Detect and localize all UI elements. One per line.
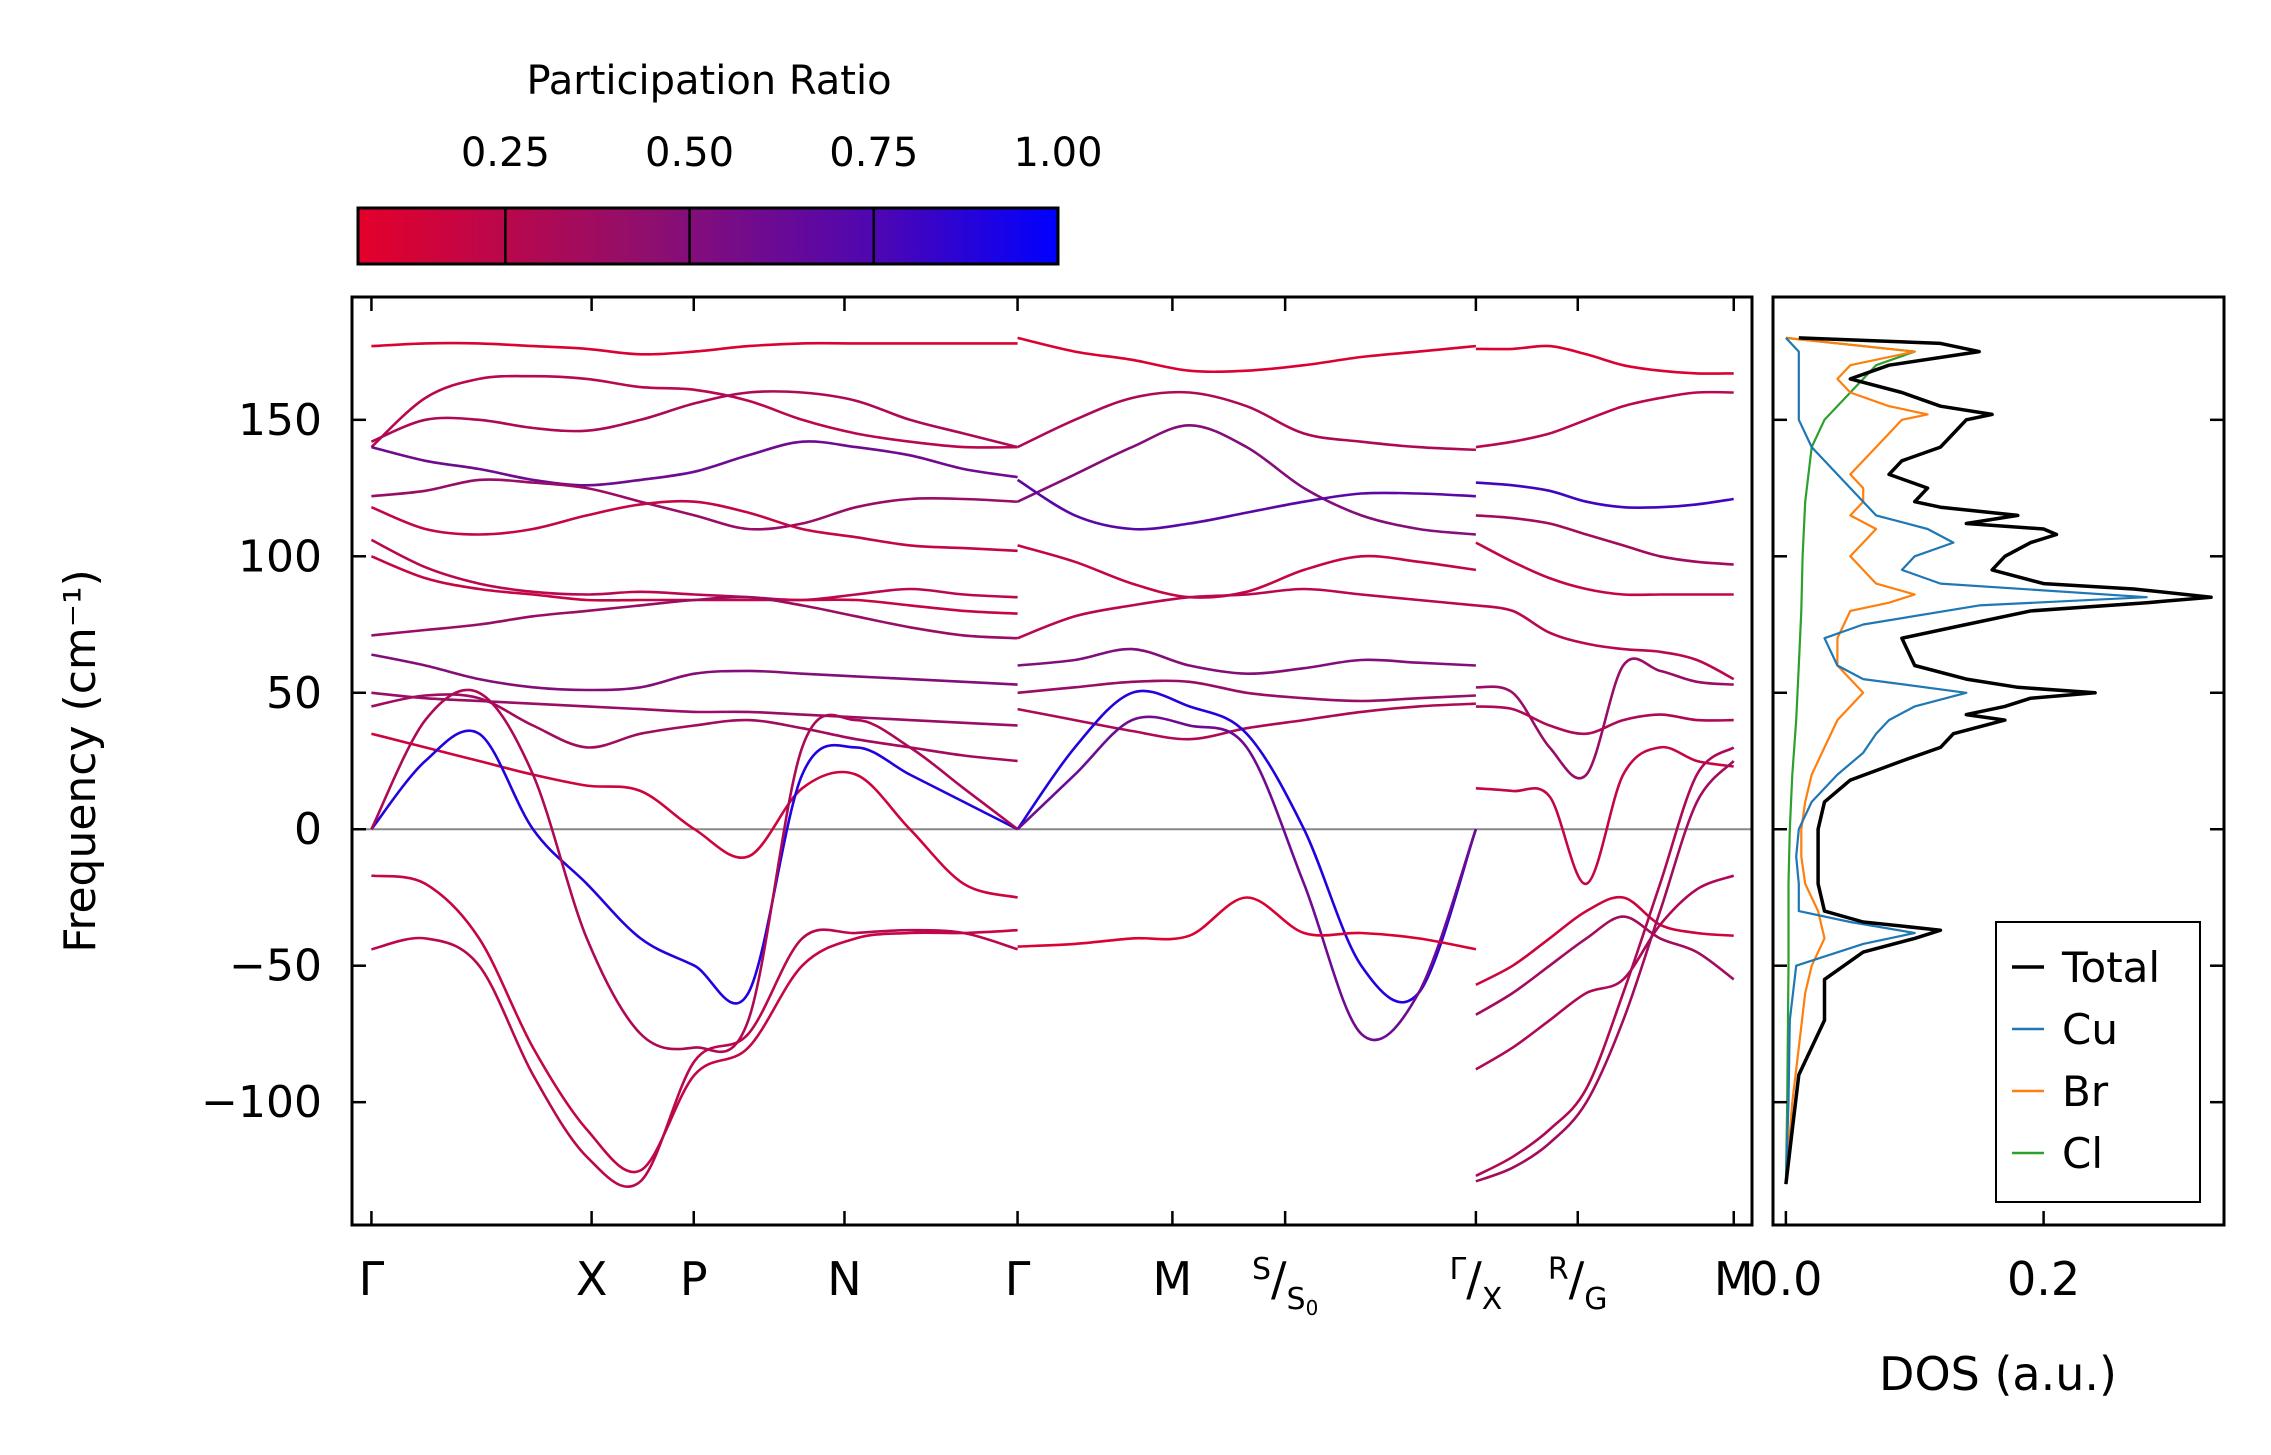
y-tick-label: 150 [238,395,322,446]
colorbar-ticks: 0.25 0.50 0.75 1.00 [461,130,1103,264]
band-line [1475,514,1734,566]
x-axis-ticks: Γ X P N Γ M S/S0 Γ/X R/G M [359,297,1754,1320]
band-line [1016,689,1478,1004]
legend: Total Cu Br Cl [1995,921,2201,1203]
y-tick-label: −100 [201,1077,322,1128]
band-line [1475,541,1734,597]
band-line [1017,647,1476,676]
legend-label: Cu [2062,1005,2118,1054]
x-tick-label: Γ [1005,1252,1031,1306]
x-tick-label: Γ [359,1252,385,1306]
band-line [371,691,1018,727]
y-axis-label: Frequency (cm⁻¹) [55,569,106,953]
y-tick-label: −50 [229,941,322,992]
legend-label: Cl [2062,1129,2103,1178]
band-line [370,499,1018,553]
band-line [1475,657,1734,780]
y-tick-label: 50 [266,668,322,719]
dos-line-total [1784,336,2213,1185]
band-line [370,374,1018,449]
colorbar-tick-label: 1.00 [1013,130,1102,176]
band-line [371,732,1018,899]
y-tick-label: 0 [294,804,322,855]
colorbar-tick-label: 0.25 [461,130,550,176]
band-line [370,688,1019,1054]
band-line [370,729,1019,1005]
x-tick-label: R/G [1548,1252,1608,1317]
band-line [371,874,1018,1174]
dos-line-br [1784,336,1929,1185]
dos-lines [1784,336,2213,1185]
dos-panel: 0.0 0.2 DOS (a.u.) Total Cu Br Cl [1749,295,2226,1401]
colorbar-label: Participation Ratio [526,58,891,104]
dos-x-axis-label: DOS (a.u.) [1879,1347,2117,1401]
band-line [371,653,1018,692]
band-line [1475,760,1735,1183]
band-line [1017,390,1476,452]
band-line [1016,715,1478,1042]
band-line [371,478,1018,531]
band-line [1017,544,1477,599]
band-line [1017,336,1477,374]
colorbar: Participation Ratio 0.25 0.50 0.75 1.00 [356,58,1103,266]
band-line [1017,679,1476,703]
band-line [1475,705,1734,736]
y-tick-label: 100 [238,531,322,582]
band-lines [370,336,1735,1188]
band-line [370,390,1018,449]
x-tick-label: Γ/X [1449,1252,1502,1317]
x-tick-label: S/S0 [1252,1252,1318,1320]
band-line [1017,587,1477,640]
band-line [1475,604,1735,681]
x-tick-label: M [1153,1252,1193,1306]
legend-label: Total [2061,943,2160,992]
band-line [1475,895,1734,986]
band-line [370,555,1018,615]
band-line [1475,874,1735,1071]
colorbar-tick-label: 0.75 [829,130,918,176]
x-tick-label: X [576,1252,608,1306]
band-line [371,693,1018,763]
dos-axes-frame [1771,295,2226,1227]
band-line [1017,423,1477,536]
band-line [1017,702,1476,741]
legend-label: Br [2062,1067,2109,1116]
band-line [371,595,1018,640]
colorbar-tick-label: 0.50 [645,130,734,176]
legend-items: Total Cu Br Cl [2012,943,2160,1178]
x-tick-label: P [680,1252,708,1306]
dos-x-tick-label: 0.0 [1749,1252,1822,1306]
dos-ticks: 0.0 0.2 [1749,418,2224,1306]
x-tick-label: N [827,1252,861,1306]
band-line [1475,915,1735,1016]
dos-x-tick-label: 0.2 [2007,1252,2080,1306]
band-line [1017,896,1477,951]
dos-line-cl [1784,336,1916,1185]
band-structure-panel: −100 −50 0 50 100 150 Γ X P N Γ M S/S0 Γ/X R/G M Frequ… [55,295,1754,1320]
band-line [371,928,1018,1188]
band-line [371,341,1018,356]
band-line [371,440,1018,487]
band-line [370,538,1018,602]
band-line [1475,746,1735,1178]
band-line [1475,344,1734,375]
x-tick-label: M [1714,1252,1754,1306]
band-line [1475,481,1734,510]
band-line [1475,745,1734,886]
band-line [1016,478,1476,531]
y-axis-ticks: −100 −50 0 50 100 150 [201,395,366,1128]
dos-line-cu [1784,337,2148,1185]
colorbar-gradient [356,206,1060,266]
band-line [1475,390,1734,449]
band-axes-frame [350,295,1754,1227]
